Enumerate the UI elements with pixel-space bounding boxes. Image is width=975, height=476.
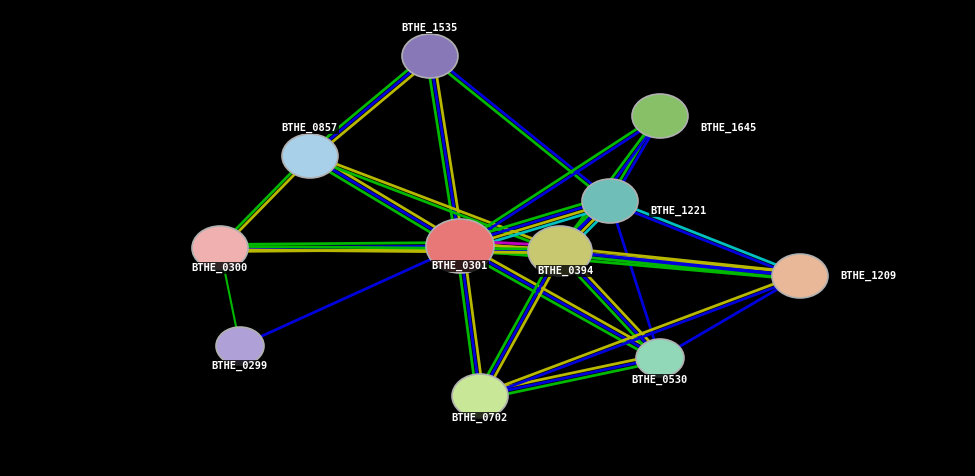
Text: BTHE_0530: BTHE_0530 <box>632 375 688 385</box>
Ellipse shape <box>282 134 338 178</box>
Ellipse shape <box>452 374 508 418</box>
Ellipse shape <box>402 34 458 78</box>
Text: BTHE_0300: BTHE_0300 <box>192 263 248 273</box>
Ellipse shape <box>216 327 264 365</box>
Text: BTHE_1535: BTHE_1535 <box>402 23 458 33</box>
Text: BTHE_0301: BTHE_0301 <box>432 261 488 271</box>
Text: BTHE_0857: BTHE_0857 <box>282 123 338 133</box>
Text: BTHE_1645: BTHE_1645 <box>700 123 757 133</box>
Ellipse shape <box>192 226 248 270</box>
Text: BTHE_0702: BTHE_0702 <box>451 413 508 423</box>
Ellipse shape <box>582 179 638 223</box>
Text: BTHE_0394: BTHE_0394 <box>537 266 593 276</box>
Text: BTHE_1209: BTHE_1209 <box>840 271 896 281</box>
Ellipse shape <box>528 226 592 276</box>
Text: BTHE_1221: BTHE_1221 <box>650 206 706 216</box>
Ellipse shape <box>636 339 684 377</box>
Ellipse shape <box>632 94 688 138</box>
Ellipse shape <box>426 219 494 273</box>
Ellipse shape <box>772 254 828 298</box>
Text: BTHE_0299: BTHE_0299 <box>212 361 268 371</box>
